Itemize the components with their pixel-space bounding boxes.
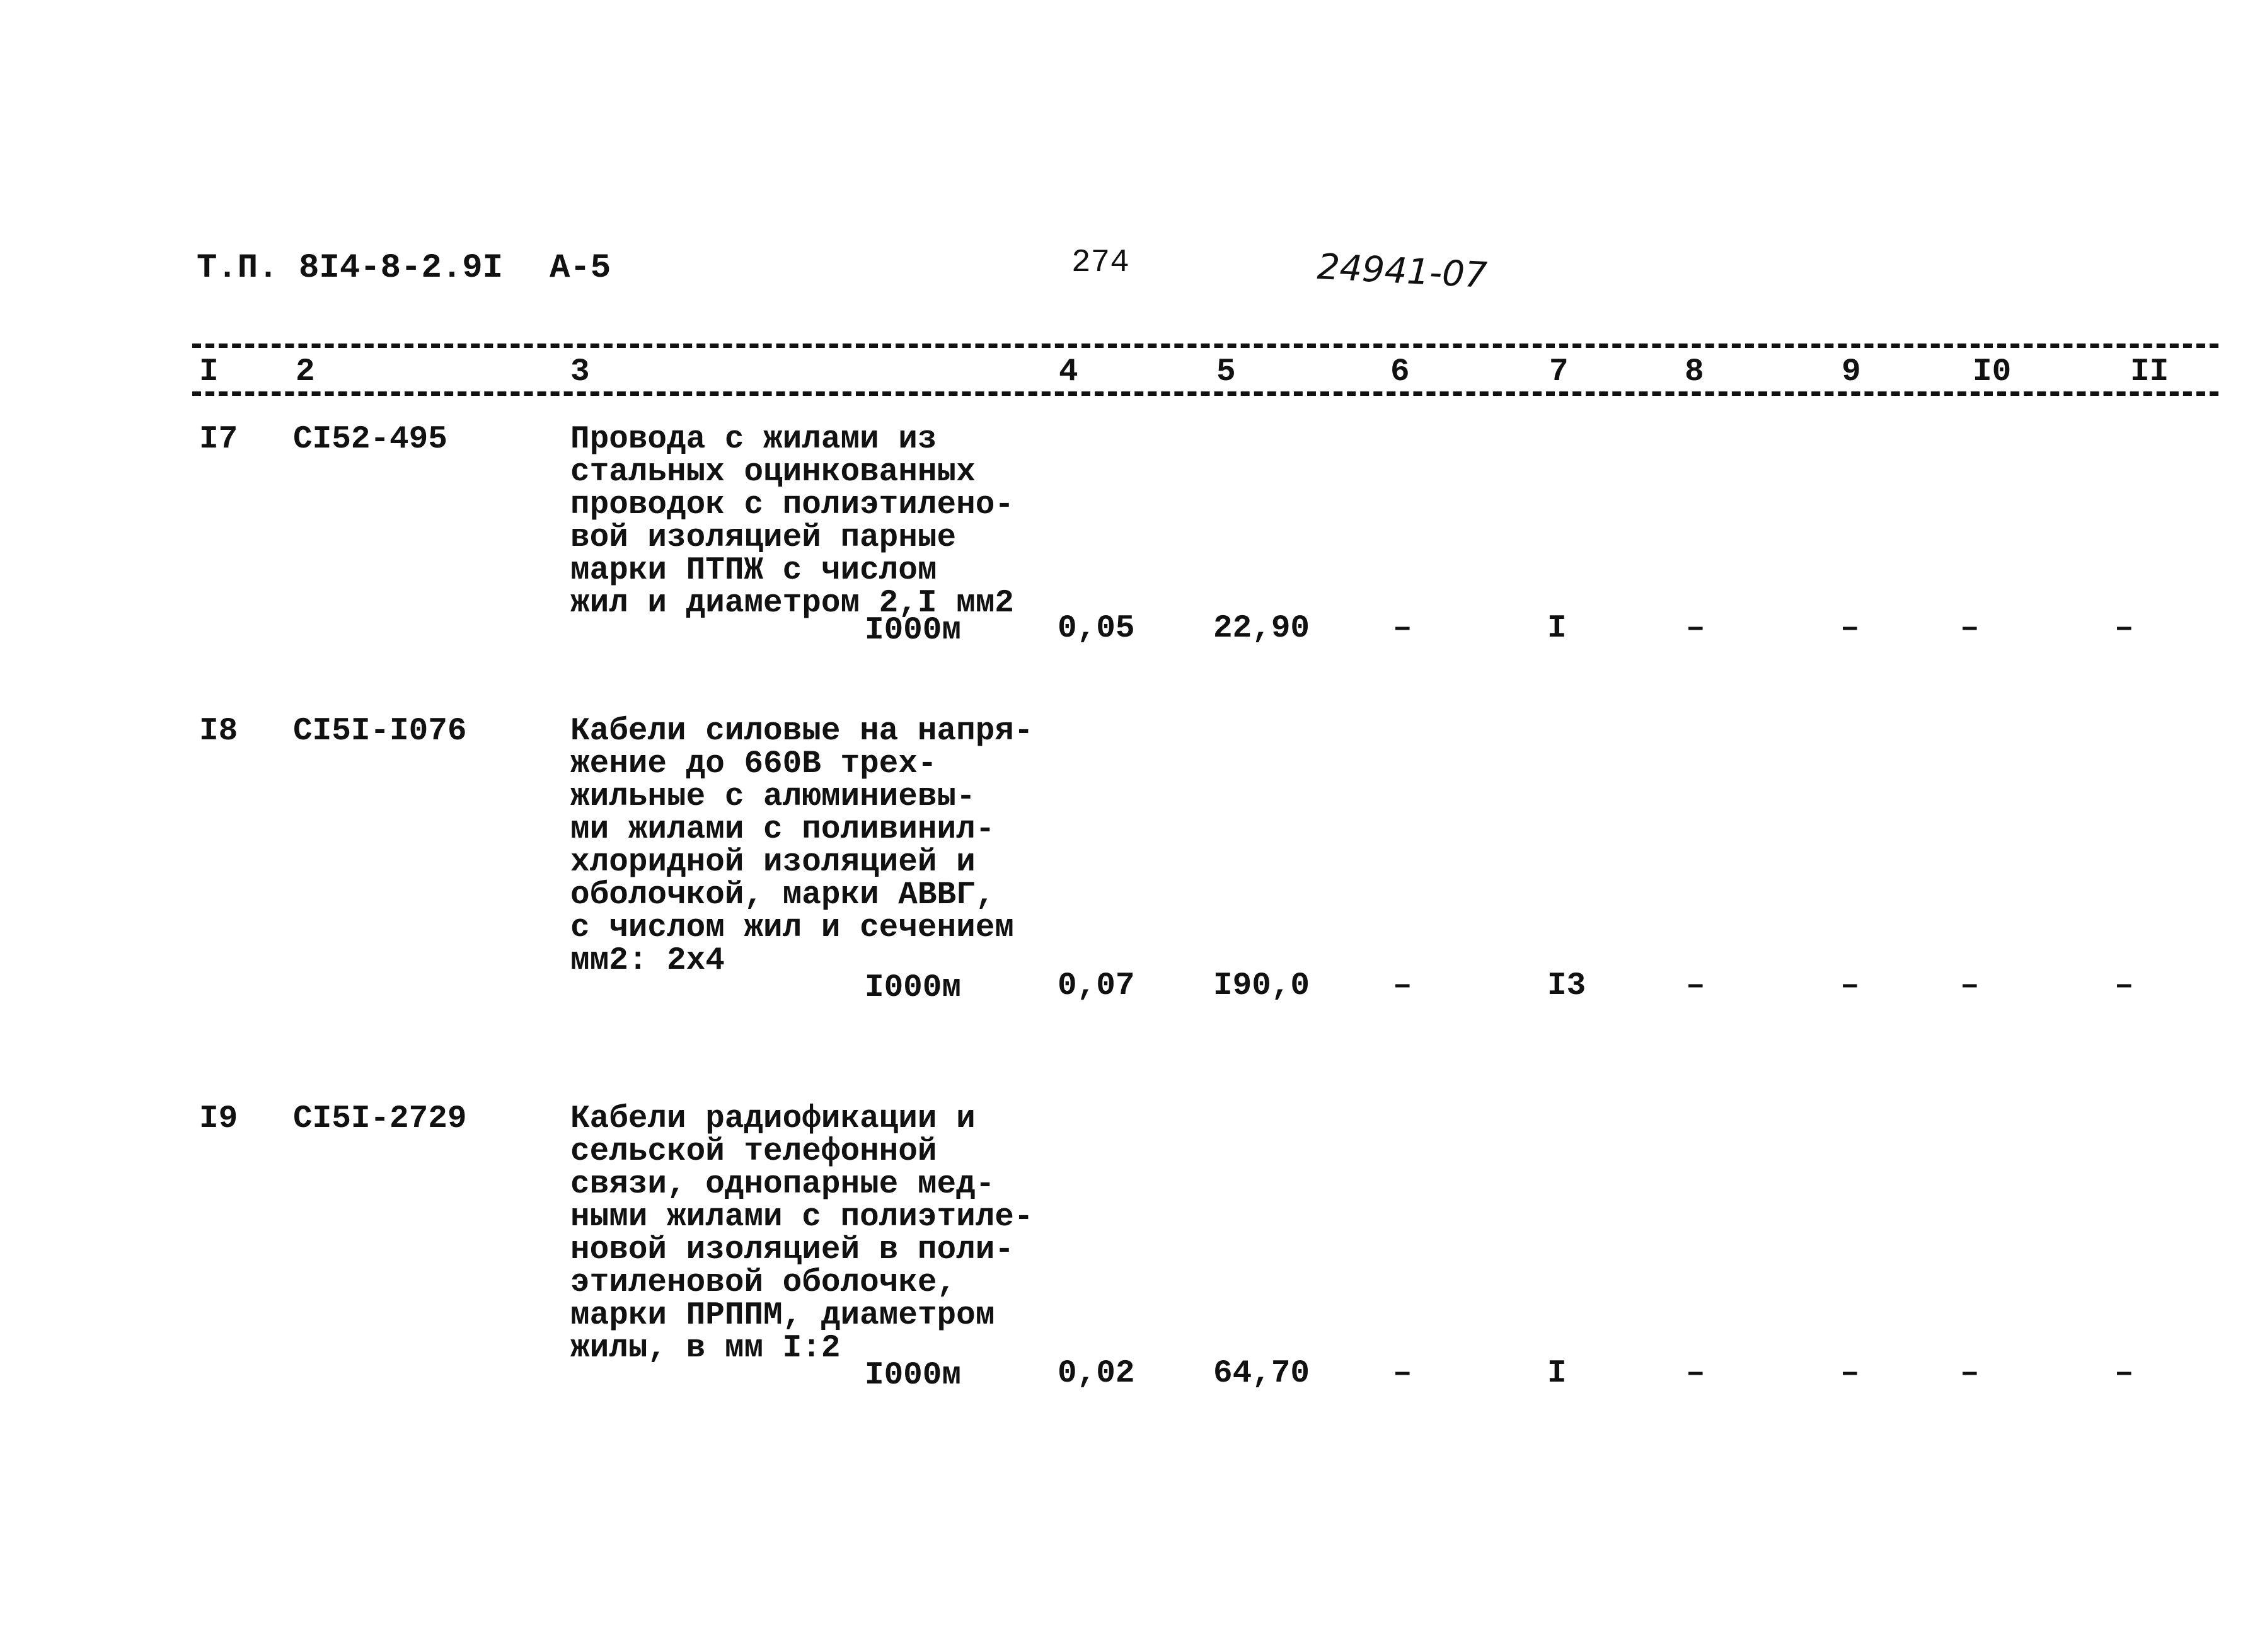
handwritten-code: 24941-07 <box>1316 246 1489 297</box>
column-header: 3 <box>570 354 590 390</box>
unit: I000м <box>864 970 961 1006</box>
cell-c9: – <box>1840 968 1860 1004</box>
description-line: Провода с жилами из <box>570 422 937 458</box>
cell-c10: – <box>1960 968 1980 1004</box>
price-code: CI5I-I076 <box>293 713 467 749</box>
description-line: стальных оцинкованных <box>570 454 976 490</box>
row-number: I8 <box>199 713 238 749</box>
description-line: Кабели радиофикации и <box>570 1101 976 1137</box>
description-line: ными жилами с полиэтиле- <box>570 1199 1034 1235</box>
description-line: этиленовой оболочке, <box>570 1265 957 1301</box>
cell-c4: 0,07 <box>1058 968 1135 1004</box>
cell-c6: – <box>1393 611 1412 647</box>
column-header: 6 <box>1390 354 1410 390</box>
unit: I000м <box>864 1358 961 1394</box>
cell-c7: I <box>1547 611 1567 647</box>
cell-c9: – <box>1840 1356 1860 1392</box>
cell-c4: 0,05 <box>1058 611 1135 647</box>
description-line: Кабели силовые на напря- <box>570 713 1034 749</box>
cell-c10: – <box>1960 1356 1980 1392</box>
cell-c7: I <box>1547 1356 1567 1392</box>
description-line: ми жилами с поливинил- <box>570 812 995 848</box>
page-number: 274 <box>1071 245 1129 281</box>
description-line: жильные с алюминиевы- <box>570 779 976 815</box>
cell-c11: – <box>2114 611 2134 647</box>
column-header: 7 <box>1549 354 1569 390</box>
description-line: жилы, в мм I:2 <box>570 1331 841 1366</box>
description-line: связи, однопарные мед- <box>570 1167 995 1203</box>
cell-c11: – <box>2114 1356 2134 1392</box>
description-line: марки ПТПЖ с числом <box>570 553 937 589</box>
cell-c9: – <box>1840 611 1860 647</box>
description-line: хлоридной изоляцией и <box>570 845 976 881</box>
cell-c4: 0,02 <box>1058 1356 1135 1392</box>
description-line: жение до 660В трех- <box>570 746 937 782</box>
column-header: 5 <box>1216 354 1236 390</box>
cell-c5: 64,70 <box>1213 1356 1310 1392</box>
row-number: I7 <box>199 422 238 458</box>
cell-c6: – <box>1393 1356 1412 1392</box>
header-divider-top <box>192 344 2218 348</box>
price-code: CI52-495 <box>293 422 447 458</box>
row-number: I9 <box>199 1101 238 1137</box>
column-header: 2 <box>296 354 315 390</box>
column-header: 4 <box>1059 354 1078 390</box>
description-line: мм2: 2х4 <box>570 943 725 979</box>
column-header: I0 <box>1973 354 2012 390</box>
cell-c7: I3 <box>1547 968 1586 1004</box>
album-code: А-5 <box>550 249 611 287</box>
header-divider-bottom <box>192 391 2218 396</box>
column-header: 8 <box>1685 354 1704 390</box>
cell-c8: – <box>1686 968 1705 1004</box>
column-header: 9 <box>1842 354 1861 390</box>
description-line: вой изоляцией парные <box>570 520 957 556</box>
cell-c8: – <box>1686 1356 1705 1392</box>
column-header: II <box>2130 354 2169 390</box>
description-line: сельской телефонной <box>570 1134 937 1170</box>
cell-c5: 22,90 <box>1213 611 1310 647</box>
description-line: с числом жил и сечением <box>570 910 1014 946</box>
cell-c11: – <box>2114 968 2134 1004</box>
description-line: марки ПРППМ, диаметром <box>570 1298 995 1334</box>
cell-c8: – <box>1686 611 1705 647</box>
column-header: I <box>199 354 219 390</box>
description-line: новой изоляцией в поли- <box>570 1232 1014 1268</box>
description-line: жил и диаметром 2,I мм2 <box>570 586 1014 621</box>
description-line: оболочкой, марки АВВГ, <box>570 877 995 913</box>
description-line: проводок с полиэтилено- <box>570 487 1014 523</box>
cell-c6: – <box>1393 968 1412 1004</box>
price-code: CI5I-2729 <box>293 1101 467 1137</box>
document-reference: Т.П. 8I4-8-2.9I <box>197 249 504 287</box>
cell-c5: I90,0 <box>1213 968 1310 1004</box>
cell-c10: – <box>1960 611 1980 647</box>
unit: I000м <box>864 613 961 649</box>
